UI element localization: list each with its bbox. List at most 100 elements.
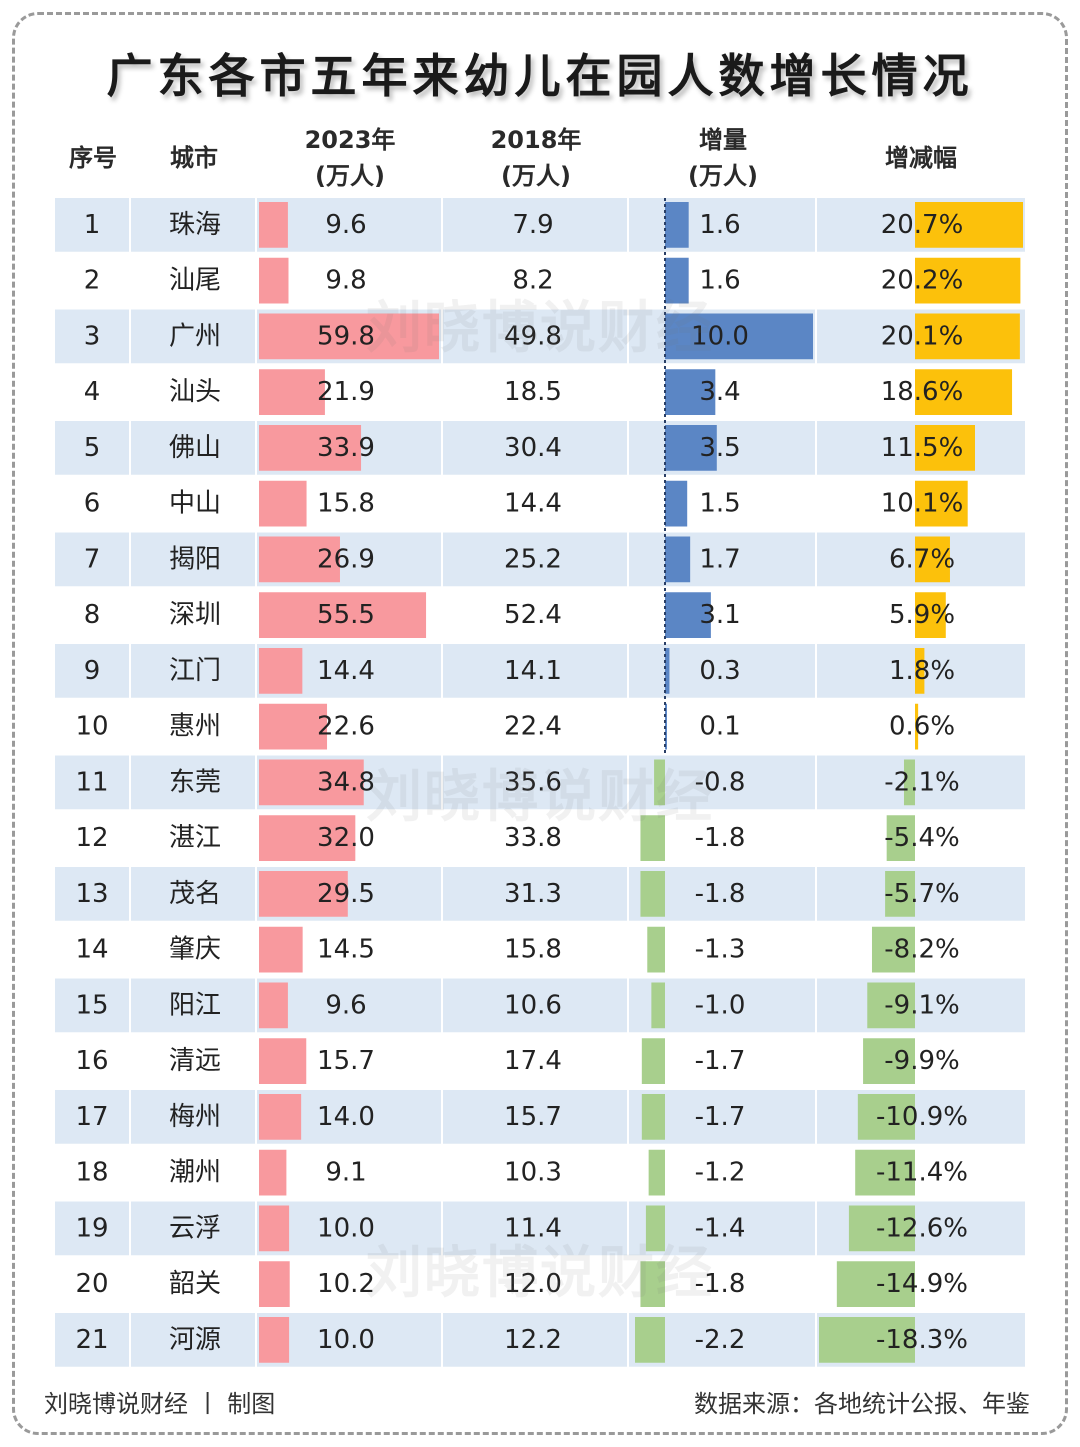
dashed-frame xyxy=(12,12,1068,1435)
cell-delta: -1.7 xyxy=(695,1102,746,1132)
cell-2018: 8.2 xyxy=(512,266,553,296)
row-band xyxy=(55,198,129,252)
cell-pct: 11.5% xyxy=(881,433,964,463)
cell-city: 汕头 xyxy=(169,377,221,407)
bar-delta xyxy=(651,982,665,1029)
bar-2023 xyxy=(259,871,348,917)
row-band xyxy=(629,198,815,252)
cell-index: 2 xyxy=(84,266,101,296)
header-2018: 2018年 (万人) xyxy=(443,122,629,194)
bar-pct xyxy=(915,480,968,527)
cell-delta: 1.6 xyxy=(699,266,740,296)
row-band xyxy=(817,867,1025,921)
cell-delta: 0.3 xyxy=(699,656,740,686)
bar-delta xyxy=(665,313,813,360)
cell-city: 佛山 xyxy=(169,433,221,463)
cell-city: 湛江 xyxy=(169,823,221,853)
cell-index: 6 xyxy=(84,489,101,519)
row-band xyxy=(131,1090,255,1144)
cell-index: 16 xyxy=(75,1046,108,1076)
bar-2023 xyxy=(259,1261,290,1307)
cell-city: 云浮 xyxy=(169,1213,221,1243)
cell-2023: 15.7 xyxy=(317,1046,375,1076)
row-band xyxy=(629,644,815,698)
row-band xyxy=(443,309,627,364)
cell-2018: 11.4 xyxy=(504,1213,562,1243)
row-band xyxy=(55,755,129,810)
cell-index: 3 xyxy=(84,321,101,351)
cell-index: 5 xyxy=(84,433,101,463)
bar-pct xyxy=(857,1094,915,1140)
cell-2018: 30.4 xyxy=(504,433,562,463)
row-band xyxy=(55,644,129,698)
table-row: 4 汕头 21.9 18.5 3.4 18.6% xyxy=(84,369,1013,415)
bar-delta xyxy=(640,815,665,861)
cell-pct: 1.8% xyxy=(889,656,955,686)
cell-delta: 3.1 xyxy=(699,600,740,630)
cell-pct: 20.7% xyxy=(881,210,964,240)
bar-delta xyxy=(665,592,711,638)
cell-city: 珠海 xyxy=(169,210,221,240)
bar-delta xyxy=(665,202,689,248)
row-band xyxy=(55,421,129,475)
bar-2023 xyxy=(259,202,288,248)
cell-2023: 59.8 xyxy=(317,321,375,351)
cell-delta: 10.0 xyxy=(691,321,749,351)
cell-city: 肇庆 xyxy=(169,935,221,965)
row-band xyxy=(131,198,255,252)
cell-2018: 14.4 xyxy=(504,489,562,519)
cell-delta: 1.6 xyxy=(699,210,740,240)
cell-index: 14 xyxy=(75,935,108,965)
cell-city: 清远 xyxy=(169,1046,221,1076)
cell-delta: -1.7 xyxy=(695,1046,746,1076)
bar-2023 xyxy=(259,759,364,806)
row-band xyxy=(131,755,255,810)
bar-pct xyxy=(915,313,1020,360)
cell-index: 20 xyxy=(75,1269,108,1299)
footer-source: 数据来源：各地统计公报、年鉴 xyxy=(694,1390,1030,1418)
bar-2023 xyxy=(259,536,340,583)
table-row: 8 深圳 55.5 52.4 3.1 5.9% xyxy=(84,592,955,638)
cell-index: 21 xyxy=(75,1325,108,1355)
cell-delta: 1.7 xyxy=(699,544,740,574)
bar-pct xyxy=(886,815,915,861)
header-2023: 2023年 (万人) xyxy=(257,122,443,194)
row-band xyxy=(55,1090,129,1144)
bar-pct xyxy=(915,648,925,694)
bar-delta xyxy=(665,257,689,304)
row-band xyxy=(55,867,129,921)
row-band xyxy=(443,421,627,475)
table-row: 11 东莞 34.8 35.6 -0.8 -2.1% xyxy=(55,755,1025,810)
table-row: 2 汕尾 9.8 8.2 1.6 20.2% xyxy=(84,257,1021,304)
header-2018-unit: (万人) xyxy=(501,162,571,190)
row-band xyxy=(629,421,815,475)
bar-delta xyxy=(635,1317,665,1363)
row-band xyxy=(131,1313,255,1367)
cell-2023: 10.0 xyxy=(317,1213,375,1243)
cell-2023: 26.9 xyxy=(317,544,375,574)
bar-pct xyxy=(915,703,919,750)
row-band xyxy=(131,644,255,698)
bar-2023 xyxy=(259,313,439,360)
cell-delta: -1.8 xyxy=(695,1269,746,1299)
cell-pct: -8.2% xyxy=(884,935,959,965)
header-pct: 增减幅 xyxy=(817,140,1025,176)
cell-2023: 15.8 xyxy=(317,489,375,519)
cell-city: 深圳 xyxy=(169,600,221,630)
cell-delta: -1.2 xyxy=(695,1158,746,1188)
cell-pct: -2.1% xyxy=(884,767,959,797)
cell-index: 19 xyxy=(75,1213,108,1243)
table-row: 20 韶关 10.2 12.0 -1.8 -14.9% xyxy=(75,1261,968,1307)
table-row: 9 江门 14.4 14.1 0.3 1.8% xyxy=(55,644,1025,698)
cell-pct: -18.3% xyxy=(876,1325,968,1355)
row-band xyxy=(55,978,129,1033)
cell-delta: 1.5 xyxy=(699,489,740,519)
cell-2018: 31.3 xyxy=(504,879,562,909)
table-row: 7 揭阳 26.9 25.2 1.7 6.7% xyxy=(55,532,1025,587)
cell-2018: 52.4 xyxy=(504,600,562,630)
row-band xyxy=(443,867,627,921)
row-band xyxy=(131,309,255,364)
row-band xyxy=(131,1201,255,1256)
bar-delta xyxy=(641,1094,665,1140)
cell-2023: 34.8 xyxy=(317,767,375,797)
